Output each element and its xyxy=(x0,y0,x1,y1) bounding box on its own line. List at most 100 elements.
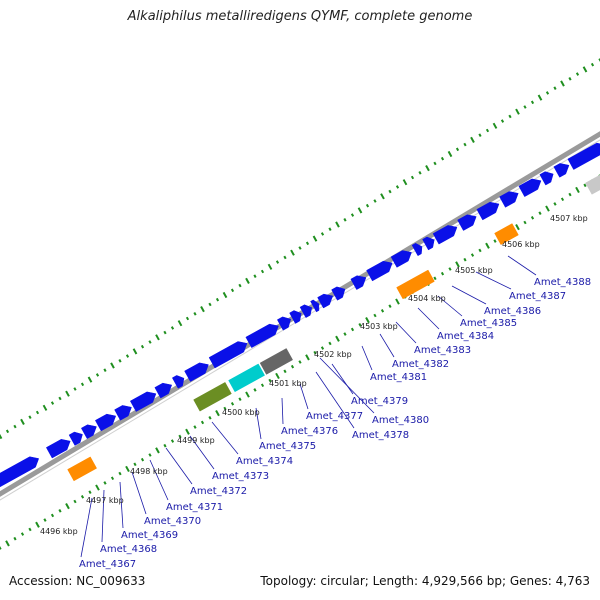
gc-tick xyxy=(20,532,25,536)
gene-leader-line xyxy=(119,481,124,529)
gene-label[interactable]: Amet_4388 xyxy=(534,277,591,288)
gene-label[interactable]: Amet_4373 xyxy=(212,471,269,482)
gc-tick xyxy=(125,465,130,473)
gene-leader-line xyxy=(315,371,355,429)
gene-leader-line xyxy=(281,397,284,425)
gc-tick xyxy=(320,232,325,236)
gc-tick xyxy=(28,415,32,419)
feature-olive xyxy=(193,382,232,412)
gc-tick xyxy=(530,216,535,220)
gc-tick xyxy=(208,416,212,420)
gene-label[interactable]: Amet_4372 xyxy=(190,486,247,497)
gc-tick xyxy=(28,527,32,532)
feature-cds xyxy=(390,250,412,268)
feature-cds xyxy=(80,424,97,440)
gene-label[interactable]: Amet_4387 xyxy=(509,291,566,302)
gc-tick xyxy=(118,359,122,363)
gene-label[interactable]: Amet_4377 xyxy=(306,411,363,422)
gene-leader-line xyxy=(131,471,147,515)
gene-label[interactable]: Amet_4368 xyxy=(100,544,157,555)
gc-tick xyxy=(35,410,40,415)
gc-tick xyxy=(455,261,460,268)
gene-label[interactable]: Amet_4385 xyxy=(460,318,517,329)
gc-tick xyxy=(335,221,340,228)
gene-label[interactable]: Amet_4376 xyxy=(281,426,338,437)
kbp-tick-label: 4499 kbp xyxy=(177,436,215,445)
gc-tick xyxy=(267,263,273,270)
gene-label[interactable]: Amet_4381 xyxy=(370,372,427,383)
gene-leader-line xyxy=(189,435,215,470)
gc-tick xyxy=(463,142,467,147)
gene-label[interactable]: Amet_4370 xyxy=(144,516,201,527)
gc-tick xyxy=(395,298,400,305)
gc-tick xyxy=(163,443,167,448)
gene-label[interactable]: Amet_4386 xyxy=(484,306,541,317)
feature-cds xyxy=(518,178,542,198)
gc-tick xyxy=(575,186,580,194)
accession-label: Accession: NC_009633 xyxy=(9,574,146,588)
feature-cds xyxy=(289,310,302,324)
gc-tick xyxy=(140,457,145,462)
gene-label[interactable]: Amet_4380 xyxy=(372,415,429,426)
gc-tick xyxy=(298,246,302,250)
gene-label[interactable]: Amet_4367 xyxy=(79,559,136,570)
gc-tick xyxy=(410,175,415,180)
gene-leader-line xyxy=(255,407,262,440)
gc-tick xyxy=(335,335,340,342)
gc-tick xyxy=(88,490,92,494)
gc-tick xyxy=(87,376,93,383)
gc-tick xyxy=(343,218,347,222)
gc-tick xyxy=(260,269,265,274)
kbp-tick-label: 4507 kbp xyxy=(550,214,588,223)
gc-tick xyxy=(20,418,25,426)
gc-tick xyxy=(455,147,460,152)
gc-tick xyxy=(590,62,595,67)
gene-leader-line xyxy=(379,333,395,358)
gene-label[interactable]: Amet_4378 xyxy=(352,430,409,441)
gene-label[interactable]: Amet_4383 xyxy=(414,345,471,356)
gene-leader-line xyxy=(451,285,487,305)
gc-tick xyxy=(238,397,242,401)
gc-tick xyxy=(193,312,197,316)
gene-leader-line xyxy=(211,421,239,455)
gc-tick xyxy=(275,372,280,380)
gc-tick xyxy=(312,235,318,242)
gene-label[interactable]: Amet_4382 xyxy=(392,359,449,370)
gene-leader-line xyxy=(395,321,417,344)
gc-tick xyxy=(245,277,250,285)
gc-tick xyxy=(388,189,392,194)
gc-tick xyxy=(95,373,100,377)
gc-tick xyxy=(568,192,572,197)
kbp-tick-label: 4503 kbp xyxy=(360,322,398,331)
gc-tick xyxy=(433,276,437,281)
gc-tick xyxy=(148,340,152,344)
gene-label[interactable]: Amet_4375 xyxy=(259,441,316,452)
gc-tick xyxy=(58,396,62,401)
gc-tick xyxy=(50,401,55,405)
gc-tick xyxy=(523,105,527,109)
gc-tick xyxy=(103,481,107,485)
gc-tick xyxy=(118,471,122,476)
gc-tick xyxy=(538,211,542,215)
feature-cds xyxy=(366,260,393,282)
gc-tick xyxy=(42,404,48,411)
gene-leader-line xyxy=(299,383,309,410)
gc-tick xyxy=(65,503,70,510)
gene-label[interactable]: Amet_4384 xyxy=(437,331,494,342)
feature-cds xyxy=(129,391,157,412)
gene-label[interactable]: Amet_4374 xyxy=(236,456,293,467)
feature-cds xyxy=(245,323,279,349)
gc-tick xyxy=(357,207,363,214)
gene-leader-line xyxy=(417,307,440,330)
gene-label[interactable]: Amet_4379 xyxy=(351,396,408,407)
gc-tick xyxy=(425,164,430,172)
gc-tick xyxy=(492,122,498,129)
gc-tick xyxy=(132,348,138,355)
gc-tick xyxy=(305,354,310,361)
gene-label[interactable]: Amet_4371 xyxy=(166,502,223,513)
gc-tick xyxy=(110,476,115,481)
feature-cds xyxy=(154,382,173,399)
feature-rna_orange xyxy=(67,456,97,482)
gene-label[interactable]: Amet_4369 xyxy=(121,530,178,541)
